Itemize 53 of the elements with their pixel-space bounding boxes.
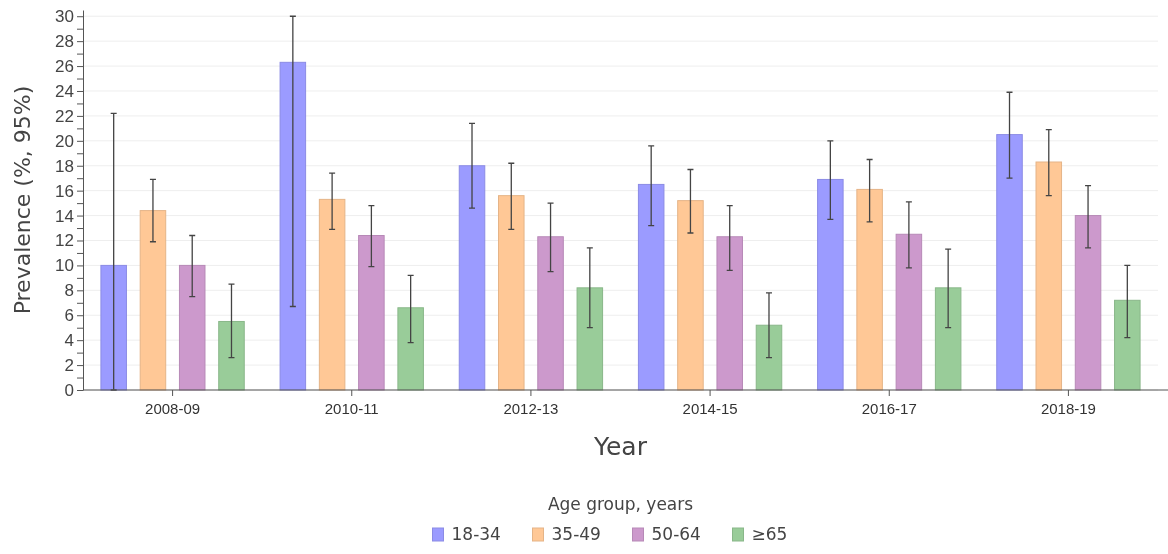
- y-tick-label: 18: [55, 156, 74, 176]
- bar: [576, 287, 604, 391]
- bar: [100, 264, 127, 391]
- bar: [1035, 161, 1063, 391]
- y-tick-label: 16: [55, 181, 74, 201]
- y-tick-label: 20: [55, 131, 74, 151]
- y-tick-label: 22: [55, 106, 74, 126]
- y-tick-label: 30: [55, 7, 74, 27]
- bar: [996, 134, 1023, 391]
- x-axis-title: Year: [593, 432, 648, 461]
- x-tick-label: 2014-15: [682, 400, 738, 417]
- y-axis-title: Prevalence (%, 95%): [10, 85, 35, 315]
- y-tick-label: 26: [55, 57, 74, 77]
- x-tick-label: 2012-13: [503, 400, 559, 417]
- legend-label: ≥65: [751, 524, 788, 544]
- y-tick-label: 0: [64, 380, 74, 400]
- y-tick-label: 10: [55, 256, 74, 276]
- bar: [498, 195, 525, 391]
- y-tick-label: 24: [55, 81, 74, 101]
- x-tick-label: 2018-19: [1040, 400, 1096, 417]
- bar: [218, 320, 245, 391]
- bar: [755, 324, 783, 391]
- bar: [895, 233, 923, 391]
- bar: [397, 307, 424, 391]
- x-tick-label: 2010-11: [324, 400, 379, 417]
- legend-label: 18-34: [451, 524, 501, 544]
- bar: [537, 236, 564, 391]
- y-tick-label: 6: [64, 306, 74, 326]
- y-tick-label: 12: [55, 231, 74, 251]
- bar: [637, 183, 665, 391]
- bar: [716, 236, 743, 391]
- y-tick-label: 8: [64, 281, 74, 301]
- bar: [1074, 215, 1102, 391]
- bar: [934, 287, 962, 391]
- bar: [358, 235, 385, 391]
- bar: [279, 61, 307, 391]
- bar: [178, 264, 206, 391]
- y-tick-label: 28: [55, 32, 74, 52]
- bar: [856, 188, 883, 391]
- legend-label: 35-49: [551, 524, 601, 544]
- x-tick-label: 2008-09: [145, 400, 201, 417]
- bar: [139, 210, 167, 391]
- bar: [318, 198, 346, 391]
- bar: [677, 200, 704, 391]
- y-tick-label: 14: [55, 206, 74, 226]
- bar: [1114, 299, 1141, 391]
- y-tick-label: 4: [64, 331, 74, 351]
- bar: [458, 165, 486, 391]
- legend-label: 50-64: [651, 524, 701, 544]
- legend-title: Age group, years: [547, 494, 694, 514]
- y-tick-label: 2: [64, 356, 74, 376]
- bar: [817, 178, 844, 391]
- x-tick-label: 2016-17: [861, 400, 917, 417]
